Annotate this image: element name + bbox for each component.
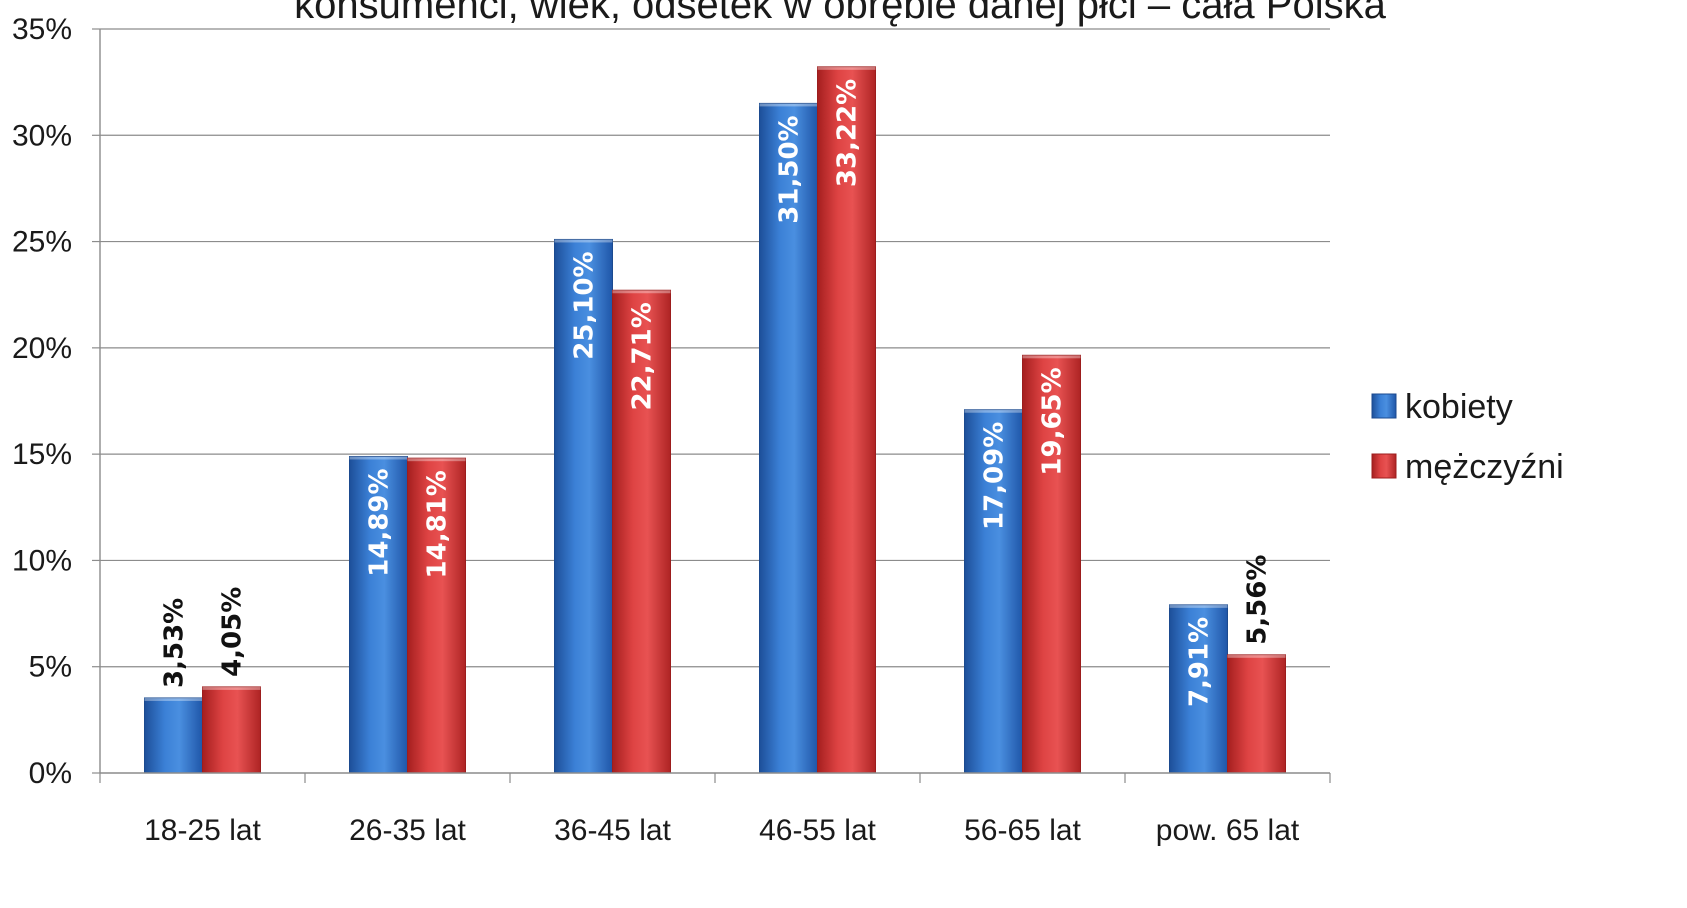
y-tick-label: 10%	[12, 544, 72, 577]
bar-kobiety	[964, 409, 1023, 774]
data-label: 7,91%	[1185, 617, 1215, 707]
legend-swatch	[1371, 393, 1397, 419]
bar-highlight	[759, 103, 818, 107]
bar-highlight	[1227, 654, 1286, 658]
x-tick-label: 56-65 lat	[964, 814, 1081, 847]
data-label: 33,22%	[833, 79, 863, 187]
y-tick-label: 30%	[12, 119, 72, 152]
y-tick-label: 0%	[29, 757, 72, 790]
data-label: 5,56%	[1243, 555, 1273, 645]
bars	[144, 66, 1286, 774]
data-label: 4,05%	[218, 587, 248, 677]
bar-kobiety	[144, 697, 203, 774]
x-tick-label: 46-55 lat	[759, 814, 876, 847]
bar-highlight	[554, 239, 613, 243]
bar-highlight	[349, 456, 408, 460]
bar-mezczyzni	[1227, 654, 1286, 774]
bar-highlight	[144, 697, 203, 701]
data-label: 31,50%	[775, 115, 805, 223]
x-tick-label: 36-45 lat	[554, 814, 671, 847]
bar-kobiety	[554, 238, 613, 774]
legend-label: kobiety	[1405, 388, 1513, 426]
x-tick-label: 26-35 lat	[349, 814, 466, 847]
data-label: 3,53%	[160, 598, 190, 688]
bar-highlight	[1022, 355, 1081, 359]
bar-mezczyzni	[407, 457, 466, 774]
data-label: 14,81%	[423, 470, 453, 578]
data-label: 17,09%	[980, 422, 1010, 530]
legend: kobiety mężczyźni	[1371, 388, 1564, 486]
gridlines	[100, 28, 1330, 668]
y-axis-ticks: 0% 5% 10% 15% 20% 25% 30% 35%	[12, 13, 72, 790]
data-label: 19,65%	[1038, 367, 1068, 475]
data-labels: 3,53% 14,89% 25,10% 31,50% 17,09% 7,91% 4,05% 1…	[160, 79, 1273, 707]
bar-kobiety	[349, 455, 408, 774]
axes	[92, 28, 1331, 783]
y-tick-label: 35%	[12, 13, 72, 46]
bar-mezczyzni	[612, 289, 671, 774]
legend-swatch	[1371, 453, 1397, 479]
bar-highlight	[1169, 604, 1228, 608]
legend-label: mężczyźni	[1405, 448, 1564, 486]
y-tick-label: 25%	[12, 226, 72, 259]
bar-highlight	[817, 66, 876, 70]
y-tick-label: 20%	[12, 332, 72, 365]
y-tick-label: 5%	[29, 651, 72, 684]
x-tick-label: pow. 65 lat	[1156, 814, 1300, 847]
bar-highlight	[407, 458, 466, 462]
bar-highlight	[964, 409, 1023, 413]
bar-highlight	[202, 686, 261, 690]
bar-mezczyzni	[817, 66, 876, 774]
data-label: 22,71%	[628, 302, 658, 410]
data-label: 14,89%	[365, 468, 395, 576]
chart-title: konsumenci, wiek, odsetek w obrębie dane…	[294, 0, 1386, 27]
bar-kobiety	[1169, 604, 1228, 774]
x-tick-label: 18-25 lat	[144, 814, 261, 847]
x-axis-ticks: 18-25 lat 26-35 lat 36-45 lat 46-55 lat 56-6…	[144, 814, 1300, 847]
bar-mezczyzni	[1022, 354, 1081, 774]
bar-mezczyzni	[202, 686, 261, 774]
bar-highlight	[612, 290, 671, 294]
data-label: 25,10%	[570, 251, 600, 359]
y-tick-label: 15%	[12, 438, 72, 471]
